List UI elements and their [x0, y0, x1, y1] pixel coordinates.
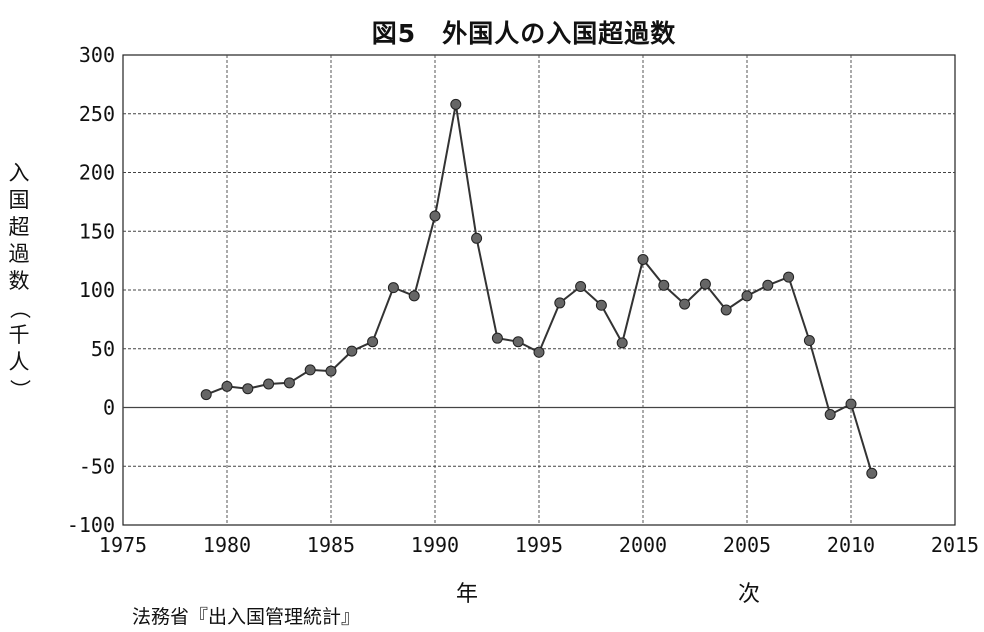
- data-point: [367, 336, 379, 348]
- x-tick-label: 2010: [827, 533, 875, 557]
- y-axis-label-char: 入: [8, 161, 30, 185]
- y-tick-label: 50: [91, 337, 115, 361]
- data-point: [304, 364, 316, 376]
- data-point: [387, 282, 399, 294]
- data-point: [450, 98, 462, 110]
- data-point: [575, 280, 587, 292]
- data-point: [346, 345, 358, 357]
- y-tick-label: 100: [79, 278, 115, 302]
- y-axis-label-char: 国: [8, 188, 30, 212]
- data-point: [699, 278, 711, 290]
- y-axis-label-char: 超: [8, 215, 30, 239]
- data-point: [221, 380, 233, 392]
- x-tick-label: 1995: [515, 533, 563, 557]
- y-axis-label: 入国超過数（千人）: [6, 160, 32, 403]
- y-axis-label-char: 数: [8, 269, 30, 293]
- y-tick-label: 150: [79, 219, 115, 243]
- data-point: [803, 335, 815, 347]
- x-tick-label: 1980: [203, 533, 251, 557]
- data-point: [533, 346, 545, 358]
- y-tick-label: 0: [103, 396, 115, 420]
- y-axis-label-char: 過: [8, 242, 30, 266]
- x-tick-label: 1985: [307, 533, 355, 557]
- y-axis-label-char: 人: [8, 350, 30, 374]
- data-point: [200, 389, 212, 401]
- data-point: [512, 336, 524, 348]
- data-point: [408, 290, 420, 302]
- data-point: [741, 290, 753, 302]
- data-point: [471, 232, 483, 244]
- data-point: [554, 297, 566, 309]
- source-note: 法務省『出入国管理統計』: [132, 606, 361, 628]
- y-tick-label: 200: [79, 161, 115, 185]
- data-point: [263, 378, 275, 390]
- data-point: [658, 279, 670, 291]
- y-tick-label: -50: [79, 454, 115, 478]
- data-point: [242, 383, 254, 395]
- y-tick-label: -100: [67, 513, 115, 537]
- x-tick-label: 2005: [723, 533, 771, 557]
- x-tick-label: 1975: [99, 533, 147, 557]
- data-point: [824, 409, 836, 421]
- y-tick-label: 250: [79, 102, 115, 126]
- y-axis-label-char: 千: [8, 323, 30, 347]
- x-tick-label: 1990: [411, 533, 459, 557]
- data-point: [616, 337, 628, 349]
- data-point: [637, 253, 649, 265]
- data-point: [679, 298, 691, 310]
- chart-title: 図5 外国人の入国超過数: [371, 19, 677, 48]
- y-tick-label: 300: [79, 43, 115, 67]
- data-point: [845, 398, 857, 410]
- data-point: [595, 299, 607, 311]
- data-point: [491, 332, 503, 344]
- data-point: [762, 279, 774, 291]
- x-tick-label: 2000: [619, 533, 667, 557]
- x-tick-label: 2015: [931, 533, 979, 557]
- data-point: [783, 271, 795, 283]
- data-point: [720, 304, 732, 316]
- data-point: [866, 467, 878, 479]
- data-point: [283, 377, 295, 389]
- data-point: [429, 210, 441, 222]
- x-axis-label: 年 次: [456, 582, 833, 607]
- data-point: [325, 365, 337, 377]
